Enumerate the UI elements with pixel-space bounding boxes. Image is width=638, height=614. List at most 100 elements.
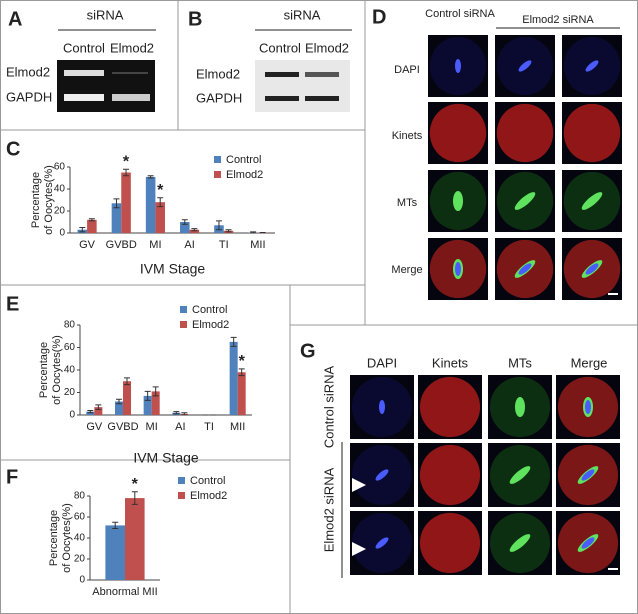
column-label: DAPI bbox=[367, 355, 397, 370]
panel-letter: D bbox=[372, 6, 386, 28]
error-bar bbox=[152, 386, 159, 397]
bar bbox=[155, 202, 165, 233]
row-label: GAPDH bbox=[6, 89, 52, 104]
x-tick-label: GV bbox=[79, 239, 96, 251]
error-bar bbox=[173, 411, 180, 415]
error-bar bbox=[131, 491, 138, 505]
x-tick-label: AI bbox=[175, 421, 185, 433]
spindle bbox=[453, 191, 463, 211]
header: siRNA bbox=[87, 7, 124, 22]
column-label: MTs bbox=[508, 355, 532, 370]
row-label: Elmod2 siRNA bbox=[321, 467, 336, 552]
y-axis-label: Percentage bbox=[48, 510, 60, 566]
legend-label: Control bbox=[190, 475, 225, 487]
panel-letter: C bbox=[6, 138, 20, 160]
chromosomes bbox=[375, 537, 389, 549]
spindle bbox=[509, 466, 531, 484]
chromosomes bbox=[585, 263, 599, 275]
y-tick-label: 0 bbox=[69, 410, 75, 421]
spindle bbox=[581, 192, 603, 210]
column-label: Control bbox=[259, 40, 301, 55]
column-label: Control bbox=[63, 40, 105, 55]
y-tick-label: 40 bbox=[64, 365, 76, 376]
error-bar bbox=[191, 228, 198, 232]
x-tick-label: Abnormal MII bbox=[92, 586, 157, 598]
oocyte bbox=[563, 103, 621, 163]
chromosomes bbox=[518, 60, 532, 72]
bar bbox=[229, 341, 238, 415]
x-tick-label: MII bbox=[230, 421, 245, 433]
chromosomes bbox=[375, 469, 389, 481]
legend-swatch bbox=[214, 156, 221, 163]
significance: * bbox=[157, 182, 164, 199]
band bbox=[305, 96, 339, 101]
error-bar bbox=[88, 218, 95, 222]
error-bar bbox=[87, 410, 94, 414]
error-bar bbox=[124, 377, 131, 386]
error-bar bbox=[230, 336, 237, 347]
panel-letter: A bbox=[8, 8, 22, 30]
panel-letter: F bbox=[6, 466, 18, 488]
error-bar bbox=[157, 197, 164, 208]
bar bbox=[111, 203, 122, 233]
oocyte bbox=[496, 103, 554, 163]
bar bbox=[86, 411, 95, 415]
x-tick-label: MII bbox=[250, 239, 265, 251]
column-label: Control siRNA bbox=[425, 8, 495, 20]
legend-swatch bbox=[180, 306, 187, 313]
y-axis-label: of Oocytes(%) bbox=[43, 165, 55, 235]
row-label: Kinets bbox=[392, 130, 423, 142]
row-label: GAPDH bbox=[196, 90, 242, 105]
y-tick-label: 0 bbox=[59, 228, 65, 239]
y-tick-label: 20 bbox=[74, 554, 86, 565]
x-tick-label: TI bbox=[219, 239, 229, 251]
blot bbox=[255, 60, 350, 112]
y-tick-label: 80 bbox=[64, 320, 76, 331]
bar bbox=[180, 222, 190, 233]
y-tick-label: 60 bbox=[64, 342, 76, 353]
bar bbox=[145, 176, 156, 233]
column-label: Elmod2 bbox=[110, 40, 154, 55]
row-label: DAPI bbox=[394, 64, 420, 76]
gel bbox=[57, 60, 155, 112]
legend-label: Control bbox=[226, 154, 261, 166]
chromosomes bbox=[585, 60, 599, 72]
x-tick-label: MI bbox=[149, 239, 161, 251]
error-bar bbox=[181, 412, 188, 416]
y-tick-label: 40 bbox=[54, 184, 66, 195]
chromosomes bbox=[581, 469, 595, 481]
bar bbox=[121, 172, 131, 233]
y-tick-label: 80 bbox=[74, 491, 86, 502]
arrowhead bbox=[352, 542, 366, 556]
band bbox=[112, 72, 148, 74]
x-axis-label: IVM Stage bbox=[140, 261, 206, 277]
chromosomes bbox=[379, 400, 385, 414]
y-axis-label: of Oocytes(%) bbox=[51, 335, 63, 405]
x-tick-label: GVBD bbox=[107, 421, 138, 433]
spindle bbox=[514, 192, 536, 210]
error-bar bbox=[147, 175, 154, 179]
y-tick-label: 20 bbox=[54, 206, 66, 217]
y-axis-label: of Oocytes(%) bbox=[61, 503, 73, 573]
error-bar bbox=[115, 398, 122, 405]
legend-label: Elmod2 bbox=[190, 490, 227, 502]
y-axis-label: Percentage bbox=[30, 172, 42, 228]
x-tick-label: MI bbox=[146, 421, 158, 433]
error-bar bbox=[95, 404, 102, 410]
y-tick-label: 60 bbox=[54, 162, 66, 173]
chromosomes bbox=[455, 59, 461, 73]
bar bbox=[189, 229, 200, 233]
error-bar bbox=[113, 198, 120, 209]
panel-letter: B bbox=[188, 8, 202, 30]
x-tick-label: AI bbox=[184, 239, 194, 251]
error-bar bbox=[112, 521, 119, 530]
band bbox=[64, 70, 104, 76]
error-bar bbox=[181, 219, 188, 225]
x-axis-label: IVM Stage bbox=[133, 450, 199, 466]
arrowhead bbox=[352, 478, 366, 492]
error-bar bbox=[79, 227, 86, 233]
y-tick-label: 20 bbox=[64, 387, 76, 398]
error-bar bbox=[144, 390, 151, 401]
legend-label: Control bbox=[192, 304, 227, 316]
